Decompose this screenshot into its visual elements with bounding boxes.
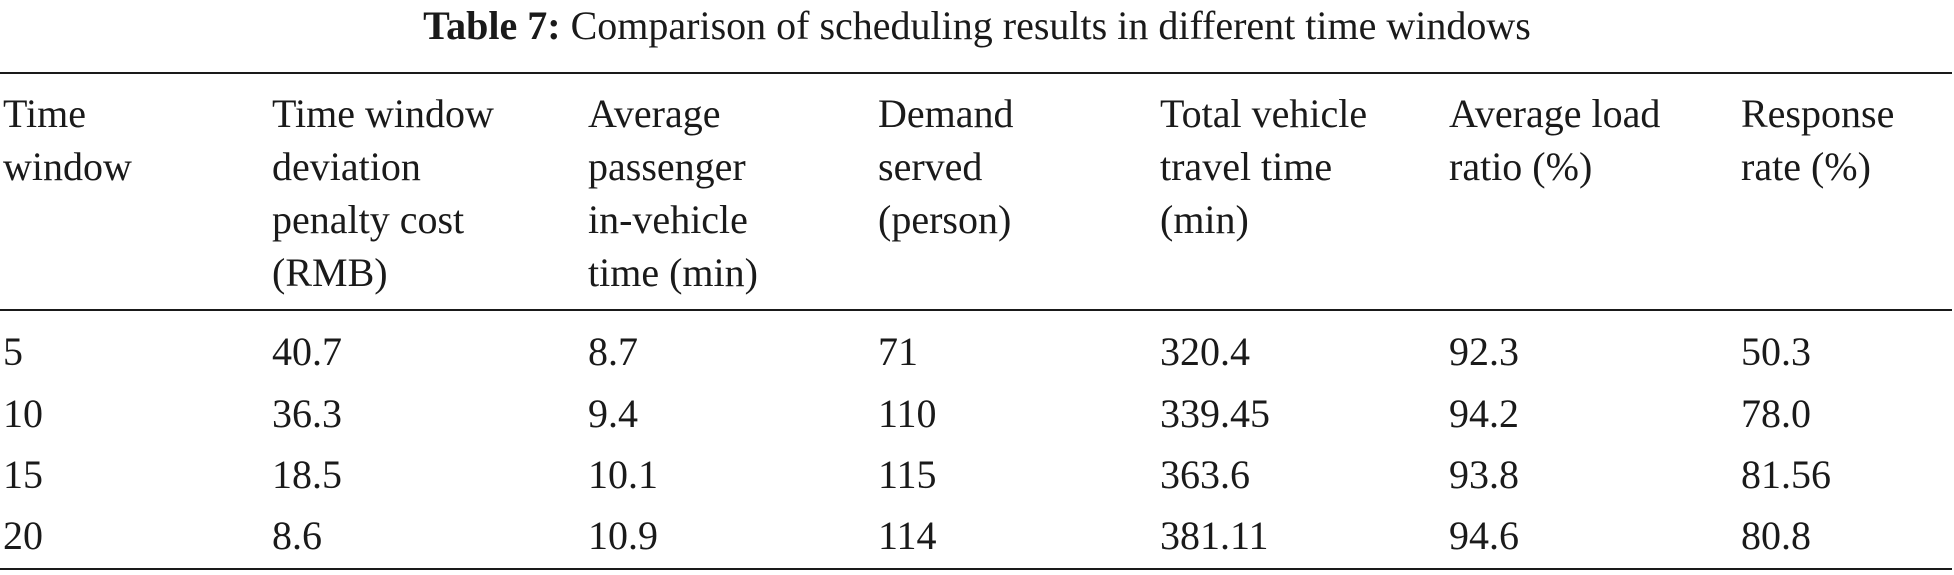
table-cell: 8.6 bbox=[272, 513, 322, 558]
table-caption: Table 7: Comparison of scheduling result… bbox=[0, 0, 1954, 50]
table-cell: 20 bbox=[3, 513, 43, 558]
column-header-penalty-cost: Time window deviation penalty cost (RMB) bbox=[272, 91, 494, 295]
table-top-rule bbox=[0, 72, 1952, 74]
column-header-in-vehicle-time: Average passenger in-vehicle time (min) bbox=[588, 91, 758, 295]
table-cell: 15 bbox=[3, 452, 43, 497]
table-cell: 110 bbox=[878, 391, 937, 436]
table-cell: 363.6 bbox=[1160, 452, 1250, 497]
table-cell: 50.3 bbox=[1741, 329, 1811, 374]
column-header-demand-served: Demand served (person) bbox=[878, 91, 1014, 242]
column-header-load-ratio: Average load ratio (%) bbox=[1449, 91, 1661, 189]
table-cell: 78.0 bbox=[1741, 391, 1811, 436]
table-cell: 115 bbox=[878, 452, 937, 497]
table-cell: 80.8 bbox=[1741, 513, 1811, 558]
table-cell: 93.8 bbox=[1449, 452, 1519, 497]
column-header-total-travel-time: Total vehicle travel time (min) bbox=[1160, 91, 1368, 242]
table-cell: 36.3 bbox=[272, 391, 342, 436]
table-header-rule bbox=[0, 309, 1952, 311]
table-bottom-rule bbox=[0, 568, 1952, 570]
table-caption-label: Table 7: bbox=[423, 3, 561, 48]
table-cell: 10.9 bbox=[588, 513, 658, 558]
table-cell: 9.4 bbox=[588, 391, 638, 436]
table-cell: 10 bbox=[3, 391, 43, 436]
table-cell: 92.3 bbox=[1449, 329, 1519, 374]
table-cell: 10.1 bbox=[588, 452, 658, 497]
table-cell: 18.5 bbox=[272, 452, 342, 497]
table-cell: 40.7 bbox=[272, 329, 342, 374]
table-cell: 81.56 bbox=[1741, 452, 1831, 497]
table-cell: 5 bbox=[3, 329, 23, 374]
column-header-time-window: Time window bbox=[3, 91, 132, 189]
table-cell: 94.2 bbox=[1449, 391, 1519, 436]
table-cell: 114 bbox=[878, 513, 937, 558]
table-cell: 94.6 bbox=[1449, 513, 1519, 558]
table-cell: 71 bbox=[878, 329, 918, 374]
table-caption-text: Comparison of scheduling results in diff… bbox=[560, 3, 1531, 48]
table-cell: 8.7 bbox=[588, 329, 638, 374]
column-header-response-rate: Response rate (%) bbox=[1741, 91, 1895, 189]
table-cell: 381.11 bbox=[1160, 513, 1269, 558]
table-cell: 320.4 bbox=[1160, 329, 1250, 374]
table-cell: 339.45 bbox=[1160, 391, 1270, 436]
